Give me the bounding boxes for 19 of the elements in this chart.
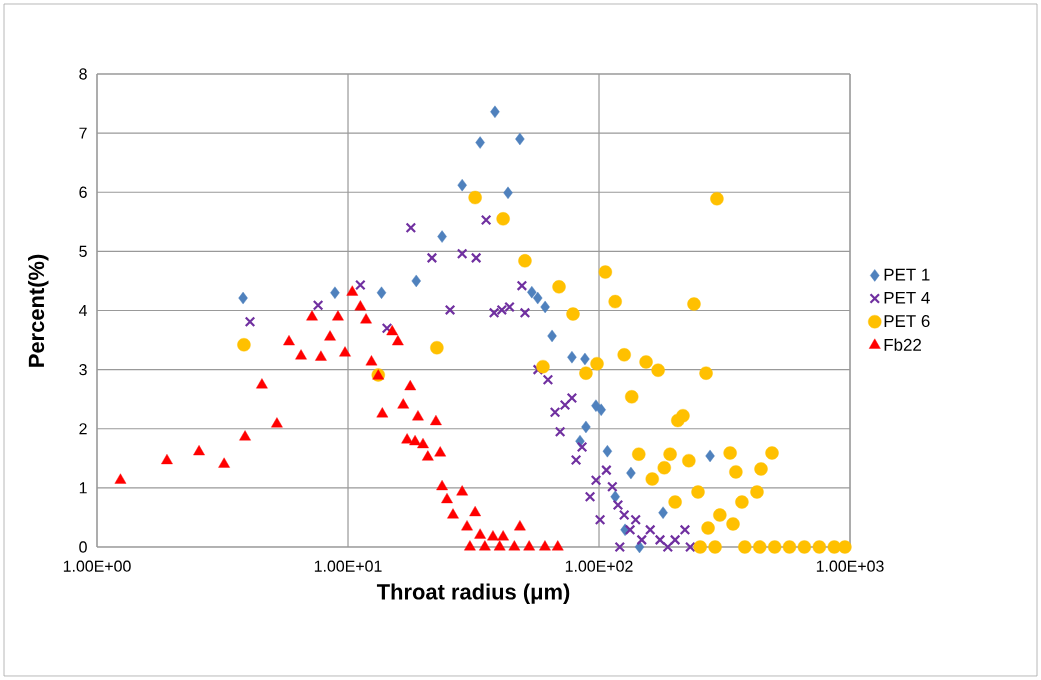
x-tick-label: 1.00E+03 (816, 560, 884, 572)
x-tick-label: 1.00E+00 (63, 560, 131, 572)
y-tick-label: 1 (79, 482, 87, 494)
y-tick-label: 6 (79, 186, 87, 198)
legend-label: PET 4 (884, 291, 930, 304)
y-tick-label: 7 (79, 127, 87, 139)
y-tick-label: 0 (79, 541, 87, 553)
y-tick-label: 3 (79, 363, 87, 376)
legend-label: Fb22 (884, 338, 921, 351)
y-tick-label: 2 (79, 423, 87, 435)
legend-label: PET 6 (884, 315, 930, 328)
y-axis-title: Percent(%) (28, 254, 49, 367)
y-tick-label: 8 (79, 68, 87, 80)
x-tick-label: 1.00E+01 (314, 560, 382, 572)
y-tick-label: 5 (79, 245, 87, 257)
x-axis-title: Throat radius (μm) (376, 583, 570, 604)
x-tick-label: 1.00E+02 (565, 560, 633, 572)
legend-label: PET 1 (884, 268, 930, 281)
y-tick-label: 4 (78, 305, 88, 316)
